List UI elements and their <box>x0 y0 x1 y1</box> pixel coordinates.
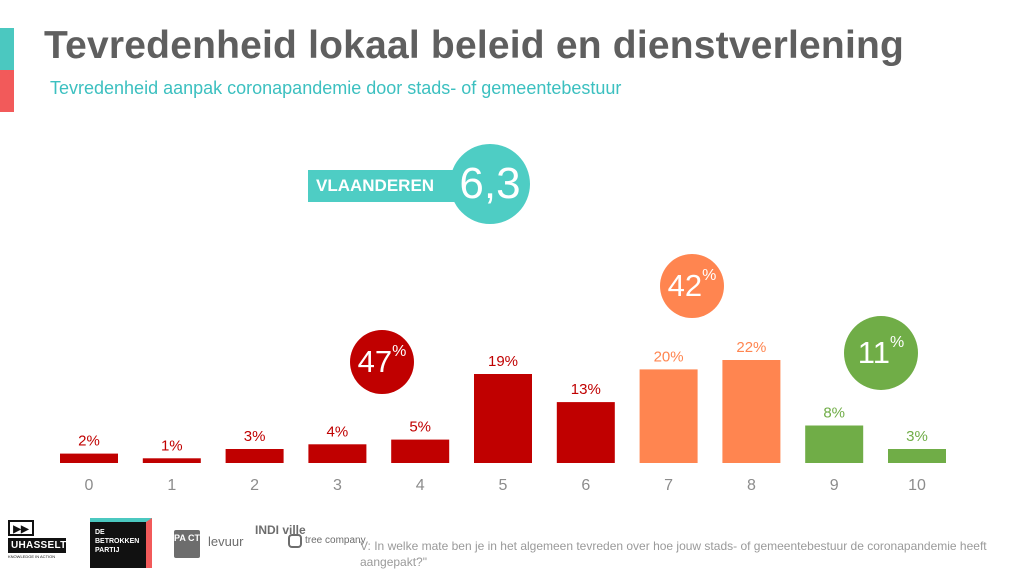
bar-value-label: 3% <box>244 428 266 445</box>
x-tick-label: 8 <box>747 477 756 494</box>
bar-value-label: 3% <box>906 428 928 445</box>
accent-bar-red <box>0 70 14 112</box>
group-unit: % <box>889 334 905 351</box>
x-tick-label: 6 <box>581 477 590 494</box>
group-unit: % <box>702 267 717 284</box>
tree-company-logo: tree company <box>288 534 366 548</box>
vlaanderen-score-badge: VLAANDEREN 6,3 <box>308 142 538 226</box>
score-label: VLAANDEREN <box>308 170 468 202</box>
uhasselt-name: UHASSELT <box>8 538 66 553</box>
group-circle-unsatisfied: 47% <box>350 330 414 394</box>
bar-value-label: 2% <box>78 433 100 450</box>
x-tick-label: 2 <box>250 477 259 494</box>
x-tick-label: 3 <box>333 477 342 494</box>
bar-0 <box>60 453 118 463</box>
tree-company-name: tree company <box>305 535 366 546</box>
tree-company-mark-icon <box>288 534 302 548</box>
bar-4 <box>391 439 450 463</box>
bar-value-label: 20% <box>654 348 684 365</box>
x-tick-label: 5 <box>499 477 508 494</box>
bar-7 <box>639 369 698 463</box>
x-tick-label: 0 <box>85 477 94 494</box>
bar-value-label: 22% <box>736 339 766 356</box>
footer: ▶▶ UHASSELT KNOWLEDGE IN ACTION DE BETRO… <box>0 512 1024 574</box>
bar-value-label: 19% <box>488 353 518 370</box>
page-subtitle: Tevredenheid aanpak coronapandemie door … <box>50 78 622 98</box>
group-value: 42 <box>667 268 703 303</box>
survey-question: V: In welke mate ben je in het algemeen … <box>360 539 987 569</box>
x-tick-label: 10 <box>908 477 926 494</box>
bar-value-label: 13% <box>571 381 601 398</box>
group-value: 11 <box>857 335 890 370</box>
bar-2 <box>225 449 284 463</box>
x-tick-label: 9 <box>830 477 839 494</box>
uhasselt-tagline: KNOWLEDGE IN ACTION <box>8 554 56 559</box>
bar-5 <box>474 374 532 463</box>
bar-9 <box>805 425 864 463</box>
bar-8 <box>722 360 781 463</box>
accent-bar-teal <box>0 28 14 70</box>
group-circle-satisfied: 11% <box>844 316 918 390</box>
x-tick-label: 4 <box>416 477 425 494</box>
page-title: Tevredenheid lokaal beleid en dienstverl… <box>44 24 905 67</box>
group-unit: % <box>392 343 407 360</box>
de-betrokken-partij-logo: DE BETROKKEN PARTIJ <box>90 518 152 568</box>
pact-logo: PA CT <box>174 530 200 558</box>
uhasselt-mark: ▶▶ <box>8 520 34 536</box>
bar-value-label: 1% <box>161 437 183 454</box>
x-tick-label: 1 <box>167 477 176 494</box>
levuur-logo: levuur <box>208 534 244 549</box>
uhasselt-logo: ▶▶ UHASSELT KNOWLEDGE IN ACTION <box>8 520 66 566</box>
bar-1 <box>142 458 201 463</box>
bar-value-label: 8% <box>823 405 845 422</box>
bar-value-label: 4% <box>327 423 349 440</box>
bar-6 <box>556 402 615 463</box>
x-tick-label: 7 <box>664 477 673 494</box>
bar-value-label: 5% <box>409 419 431 436</box>
indiville-logo: INDI ville <box>255 523 306 537</box>
group-circle-neutral: 42% <box>660 254 724 318</box>
bar-10 <box>888 449 946 463</box>
bar-3 <box>308 444 367 463</box>
satisfaction-bar-chart: 2%01%13%24%35%419%513%620%722%88%93%10 <box>60 339 946 494</box>
group-value: 47 <box>357 344 393 379</box>
score-value-circle: 6,3 <box>450 144 530 224</box>
